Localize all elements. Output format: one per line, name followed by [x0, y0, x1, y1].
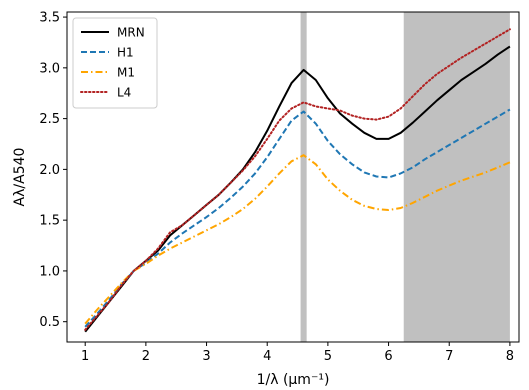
shaded-region-2	[403, 12, 510, 342]
y-axis-ticks: 0.5 1.0 1.5 2.0 2.5 3.0 3.5	[39, 11, 67, 330]
y-tick-label: 1.0	[39, 264, 60, 279]
y-axis-label: Aλ/A540	[12, 148, 28, 207]
y-tick-label: 3.0	[39, 61, 60, 76]
x-tick-label: 8	[506, 349, 514, 364]
x-tick-label: 7	[445, 349, 453, 364]
x-tick-label: 5	[324, 349, 332, 364]
legend-label-l4: L4	[117, 86, 131, 100]
shaded-regions	[300, 12, 510, 342]
x-tick-label: 2	[142, 349, 150, 364]
y-tick-label: 3.5	[39, 11, 60, 26]
x-axis-label: 1/λ (μm⁻¹)	[257, 372, 330, 388]
series-line-m1	[84, 154, 511, 325]
y-tick-label: 2.0	[39, 163, 60, 178]
legend-label-mrn: MRN	[117, 26, 145, 40]
plot-frame	[66, 11, 520, 343]
x-tick-label: 6	[384, 349, 392, 364]
y-tick-label: 2.5	[39, 112, 60, 127]
shaded-region-1	[300, 12, 307, 342]
legend-box	[72, 17, 158, 109]
x-tick-label: 3	[202, 349, 210, 364]
x-axis-ticks: 1 2 3 4 5 6 7 8	[81, 342, 514, 364]
legend: MRN H1 M1 L4	[72, 17, 158, 109]
series-line-l4	[84, 28, 511, 331]
plot-area: 1 2 3 4 5 6 7 8 0.5 1.0 1.5 2.0 2.5 3.0 3.5	[39, 11, 520, 364]
y-tick-label: 0.5	[39, 315, 60, 330]
x-tick-label: 4	[263, 349, 271, 364]
y-tick-label: 1.5	[39, 214, 60, 229]
legend-label-m1: M1	[117, 66, 135, 80]
series-line-h1	[84, 108, 511, 328]
series-line-mrn	[84, 45, 511, 333]
legend-label-h1: H1	[117, 46, 134, 60]
x-tick-label: 1	[81, 349, 89, 364]
series-lines	[84, 28, 511, 333]
